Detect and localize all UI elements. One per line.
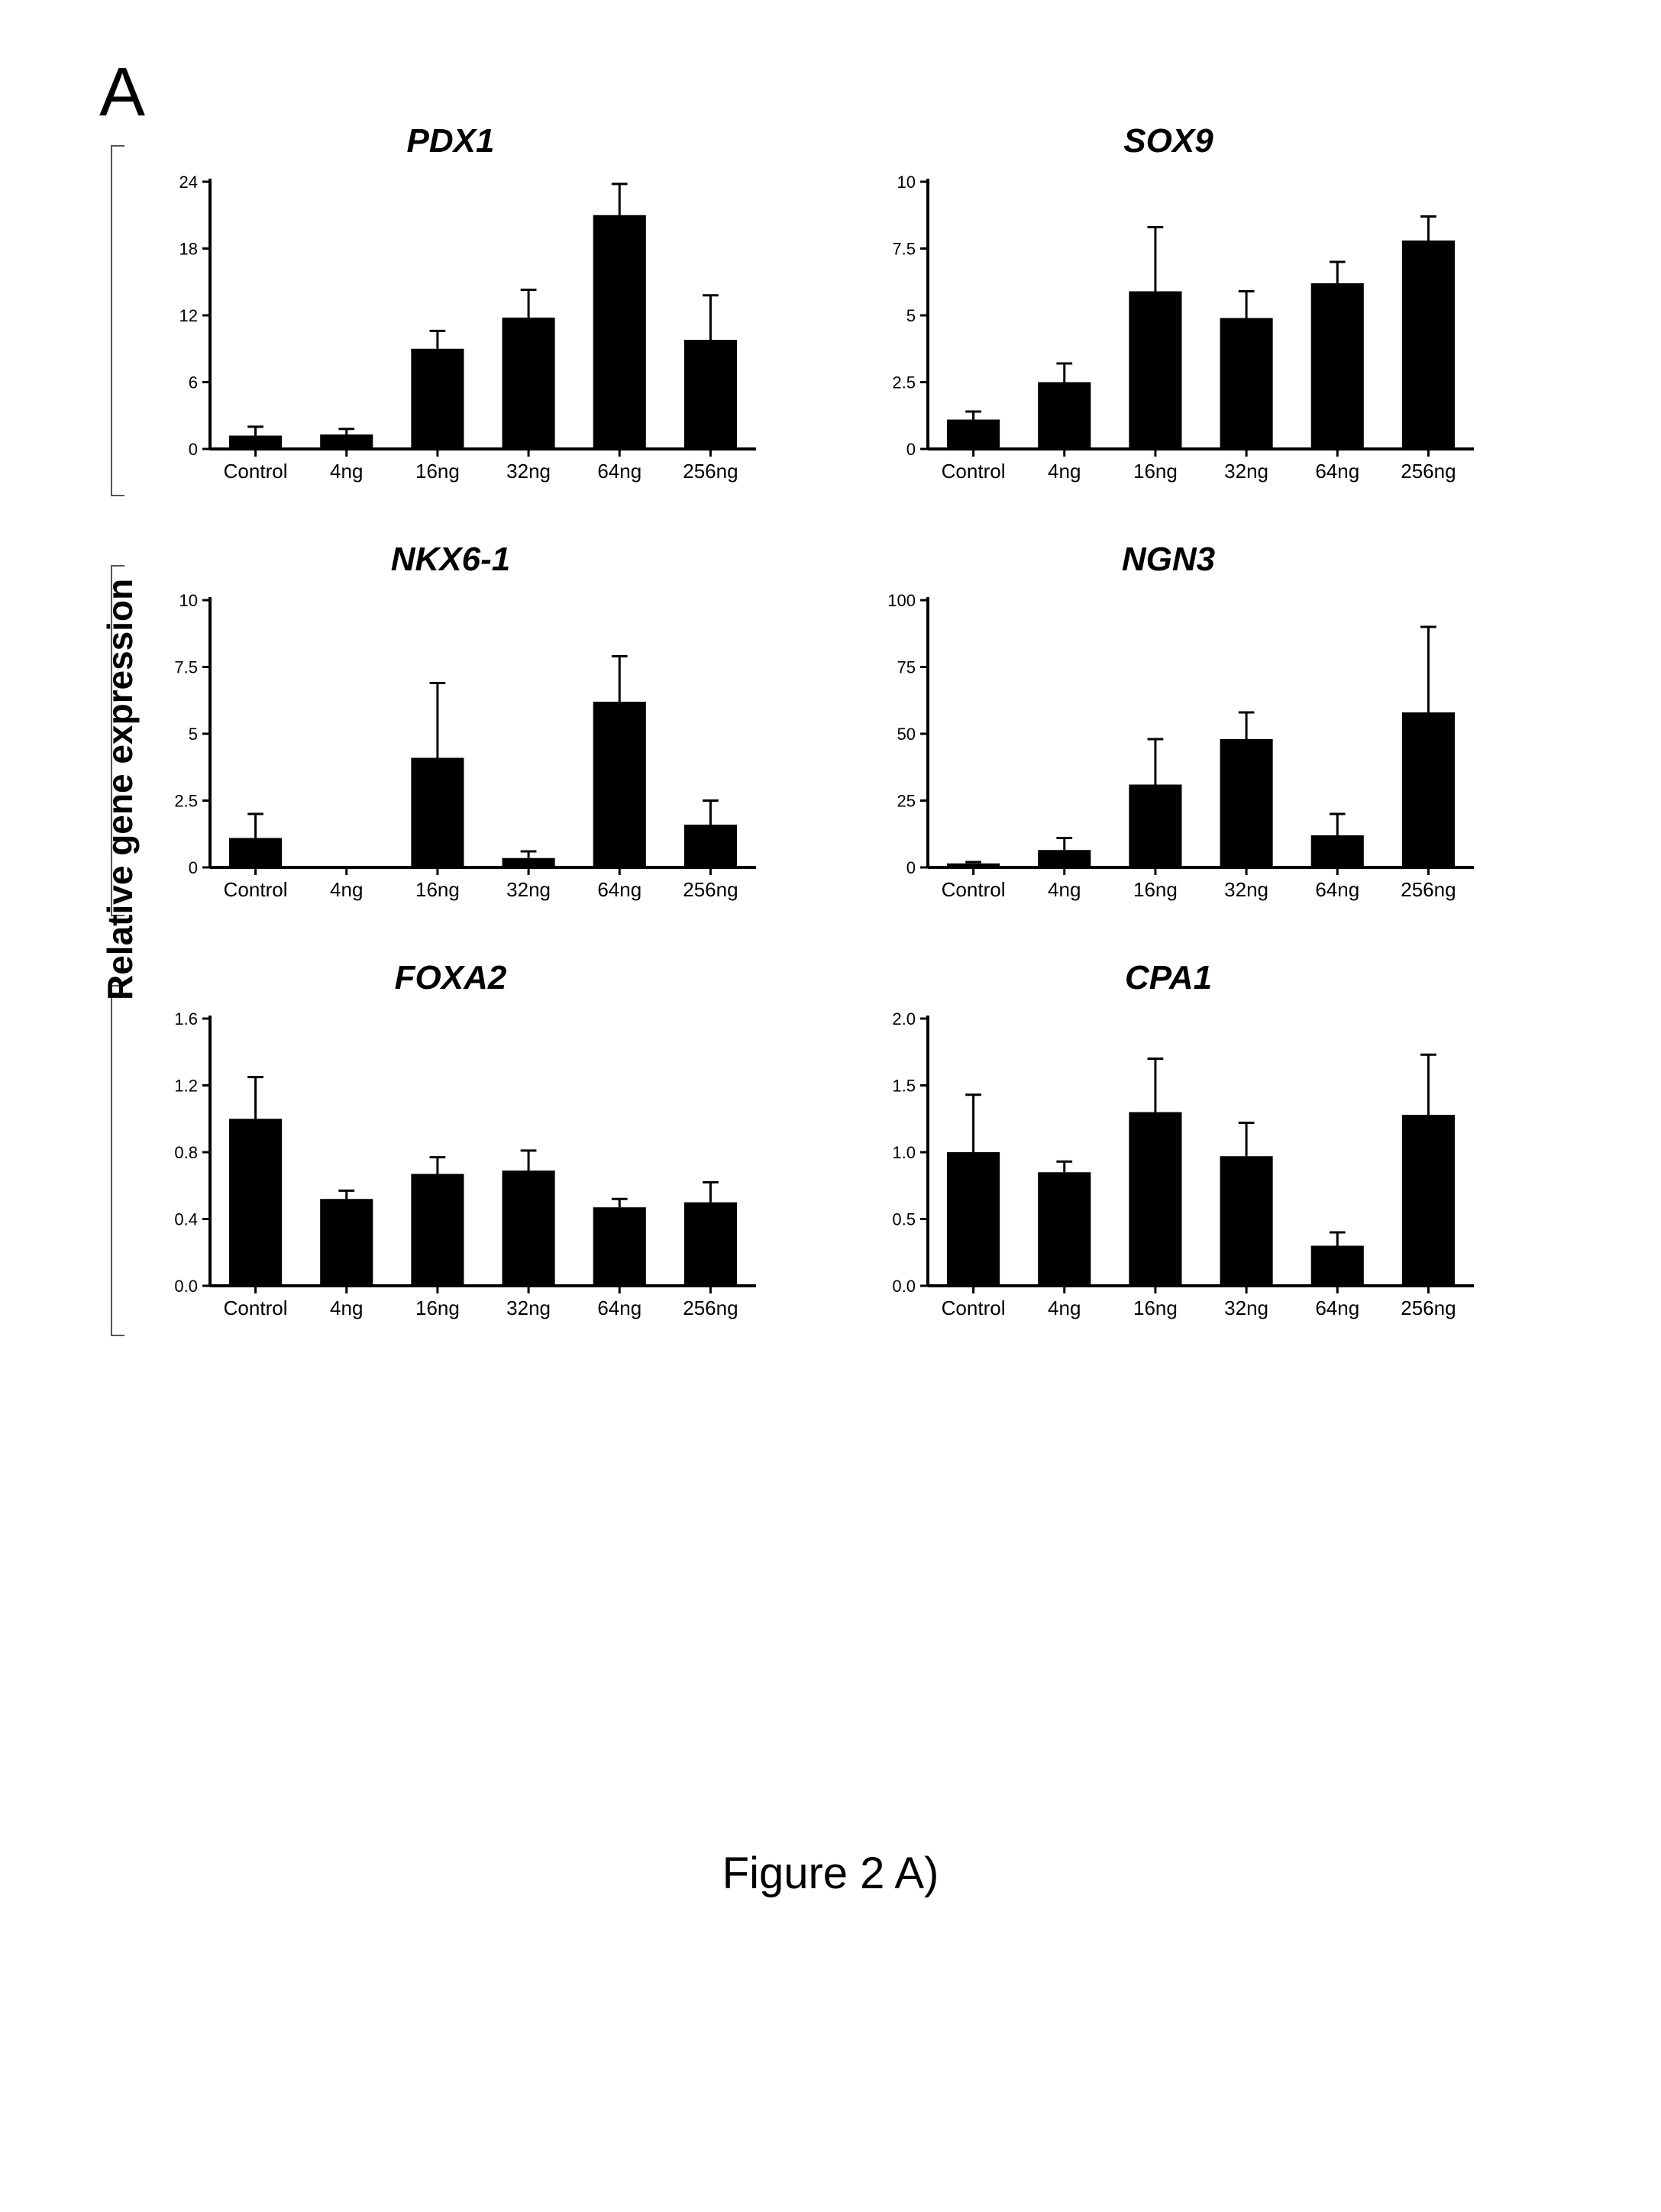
svg-text:0.0: 0.0	[174, 1277, 198, 1296]
svg-text:64ng: 64ng	[597, 878, 641, 901]
svg-text:1.2: 1.2	[174, 1077, 198, 1096]
chart-cell: NGN3 0 25 50 75 100 Control 4ng 16ng 32ng 64ng 256…	[855, 541, 1482, 913]
bar-chart: 0.0 0.4 0.8 1.2 1.6 Control 4ng 16ng 32ng 64ng 256…	[137, 1003, 764, 1332]
svg-text:7.5: 7.5	[174, 658, 198, 677]
svg-text:4ng: 4ng	[330, 878, 363, 901]
chart-cell: FOXA2 0.0 0.4 0.8 1.2 1.6 Control 4ng 16ng 32ng 6…	[137, 959, 764, 1332]
svg-text:1.6: 1.6	[174, 1009, 198, 1028]
chart-title: SOX9	[855, 122, 1482, 160]
svg-text:16ng: 16ng	[415, 878, 460, 901]
svg-text:10: 10	[179, 591, 198, 610]
y-axis-label: Relative gene expression	[99, 579, 141, 1000]
svg-text:64ng: 64ng	[1315, 878, 1359, 901]
svg-text:16ng: 16ng	[1133, 878, 1178, 901]
chart-row: FOXA2 0.0 0.4 0.8 1.2 1.6 Control 4ng 16ng 32ng 6…	[137, 959, 1512, 1332]
svg-text:7.5: 7.5	[892, 240, 916, 259]
svg-text:50: 50	[897, 725, 916, 744]
svg-text:64ng: 64ng	[1315, 1297, 1359, 1319]
chart-title: PDX1	[137, 122, 764, 160]
svg-text:0.0: 0.0	[892, 1277, 916, 1296]
svg-text:0.8: 0.8	[174, 1143, 198, 1162]
svg-text:4ng: 4ng	[1048, 878, 1081, 901]
chart-title: NGN3	[855, 541, 1482, 579]
svg-text:16ng: 16ng	[415, 1297, 460, 1319]
svg-text:0: 0	[189, 440, 198, 459]
chart-cell: PDX1 0 6 12 18 24 Control 4ng 16ng 32ng 64ng 256ng	[137, 122, 764, 495]
svg-text:64ng: 64ng	[1315, 460, 1359, 483]
chart-row: PDX1 0 6 12 18 24 Control 4ng 16ng 32ng 64ng 256ng…	[137, 122, 1512, 495]
svg-text:16ng: 16ng	[1133, 1297, 1178, 1319]
svg-text:6: 6	[189, 373, 198, 392]
svg-text:Control: Control	[224, 1297, 288, 1319]
svg-text:64ng: 64ng	[597, 460, 641, 483]
svg-text:256ng: 256ng	[683, 1297, 738, 1319]
chart-cell: SOX9 0 2.5 5 7.5 10 Control 4ng 16ng 32ng 64ng 256…	[855, 122, 1482, 495]
svg-text:256ng: 256ng	[1401, 460, 1456, 483]
svg-text:4ng: 4ng	[1048, 460, 1081, 483]
svg-text:0: 0	[189, 858, 198, 877]
svg-text:0.4: 0.4	[174, 1210, 198, 1229]
svg-text:5: 5	[189, 725, 198, 744]
svg-text:Control: Control	[224, 878, 288, 901]
svg-text:12: 12	[179, 306, 198, 325]
svg-text:256ng: 256ng	[1401, 1297, 1456, 1319]
svg-text:256ng: 256ng	[1401, 878, 1456, 901]
bar-chart: 0.0 0.5 1.0 1.5 2.0 Control 4ng 16ng 32ng 64ng 256…	[855, 1003, 1482, 1332]
svg-text:0.5: 0.5	[892, 1210, 916, 1229]
svg-text:32ng: 32ng	[1224, 460, 1268, 483]
svg-text:100: 100	[887, 591, 916, 610]
svg-text:2.0: 2.0	[892, 1009, 916, 1028]
y-bracket-top	[111, 145, 112, 496]
svg-text:2.5: 2.5	[892, 373, 916, 392]
chart-row: NKX6-1 0 2.5 5 7.5 10 Control 4ng 16ng 32ng 64ng 2…	[137, 541, 1512, 913]
svg-text:256ng: 256ng	[683, 460, 738, 483]
svg-text:32ng: 32ng	[506, 878, 551, 901]
svg-text:10: 10	[897, 173, 916, 192]
svg-text:Control: Control	[942, 1297, 1006, 1319]
svg-text:64ng: 64ng	[597, 1297, 641, 1319]
chart-title: CPA1	[855, 959, 1482, 997]
svg-text:16ng: 16ng	[415, 460, 460, 483]
svg-text:32ng: 32ng	[1224, 1297, 1268, 1319]
svg-text:1.0: 1.0	[892, 1143, 916, 1162]
bar-chart: 0 25 50 75 100 Control 4ng 16ng 32ng 64ng 256ng	[855, 585, 1482, 913]
bar-chart: 0 2.5 5 7.5 10 Control 4ng 16ng 32ng 64ng 256ng	[855, 166, 1482, 495]
svg-text:18: 18	[179, 240, 198, 259]
svg-text:24: 24	[179, 173, 198, 192]
bar-chart: 0 2.5 5 7.5 10 Control 4ng 16ng 32ng 64ng 256ng	[137, 585, 764, 913]
svg-text:Control: Control	[224, 460, 288, 483]
svg-text:Control: Control	[942, 460, 1006, 483]
svg-text:16ng: 16ng	[1133, 460, 1178, 483]
page: A Relative gene expression PDX1 0 6 12 18 24…	[0, 0, 1661, 2212]
svg-text:Control: Control	[942, 878, 1006, 901]
svg-text:4ng: 4ng	[1048, 1297, 1081, 1319]
svg-text:4ng: 4ng	[330, 460, 363, 483]
svg-text:32ng: 32ng	[1224, 878, 1268, 901]
chart-cell: CPA1 0.0 0.5 1.0 1.5 2.0 Control 4ng 16ng 32ng 64…	[855, 959, 1482, 1332]
svg-text:256ng: 256ng	[683, 878, 738, 901]
svg-text:25: 25	[897, 792, 916, 811]
chart-title: FOXA2	[137, 959, 764, 997]
svg-text:2.5: 2.5	[174, 792, 198, 811]
chart-grid: PDX1 0 6 12 18 24 Control 4ng 16ng 32ng 64ng 256ng…	[137, 122, 1512, 1377]
svg-text:1.5: 1.5	[892, 1077, 916, 1096]
panel-letter: A	[99, 53, 145, 132]
svg-text:4ng: 4ng	[330, 1297, 363, 1319]
svg-text:0: 0	[906, 440, 916, 459]
chart-cell: NKX6-1 0 2.5 5 7.5 10 Control 4ng 16ng 32ng 64ng 2…	[137, 541, 764, 913]
svg-text:75: 75	[897, 658, 916, 677]
svg-text:32ng: 32ng	[506, 1297, 551, 1319]
svg-text:32ng: 32ng	[506, 460, 551, 483]
svg-text:5: 5	[906, 306, 916, 325]
bar-chart: 0 6 12 18 24 Control 4ng 16ng 32ng 64ng 256ng	[137, 166, 764, 495]
y-bracket-bottom	[111, 985, 112, 1336]
svg-text:0: 0	[906, 858, 916, 877]
chart-title: NKX6-1	[137, 541, 764, 579]
figure-caption: Figure 2 A)	[0, 1848, 1661, 1899]
